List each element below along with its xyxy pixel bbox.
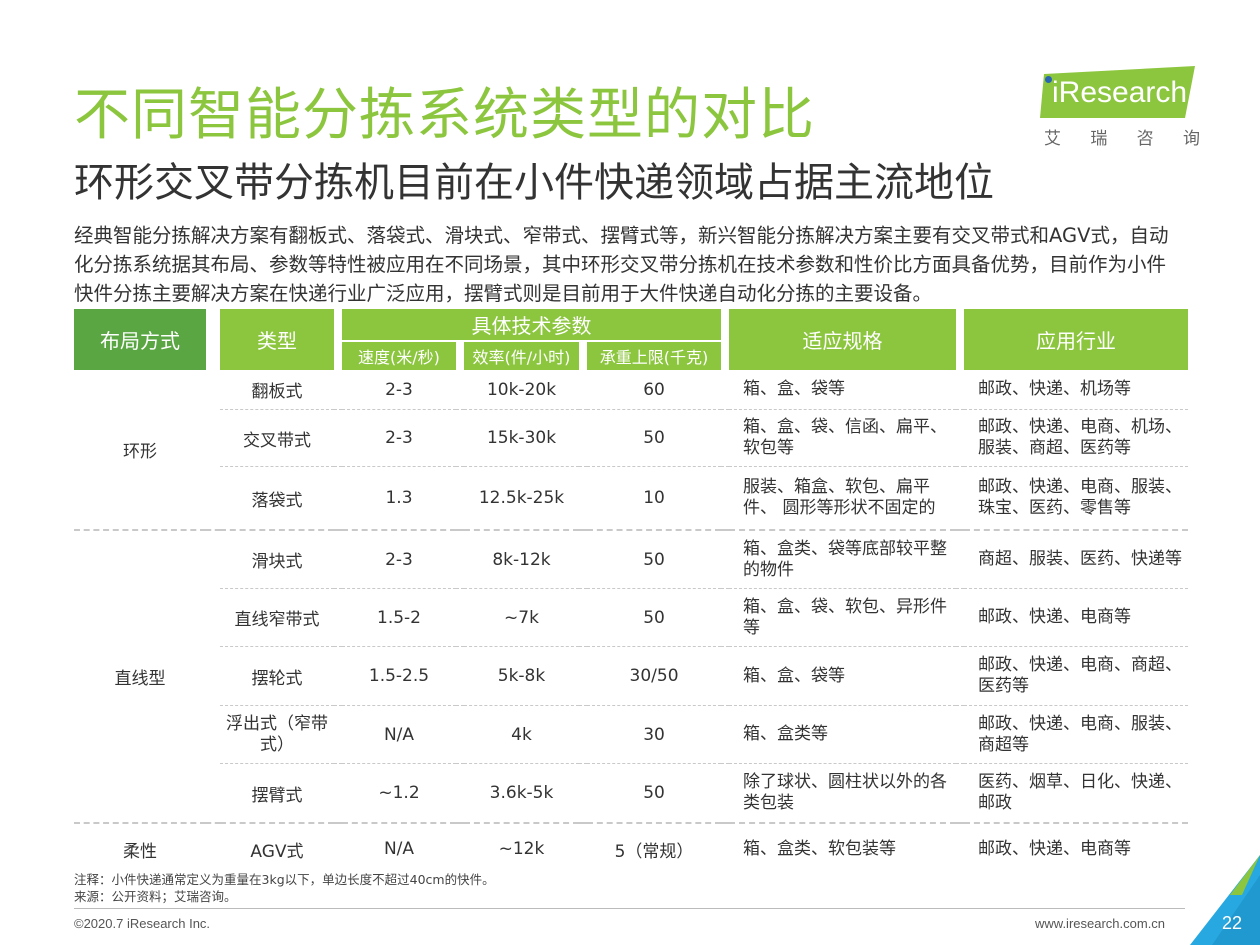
table-row: 交叉带式 2-3 15k-30k 50 箱、盒、袋、信函、扁平、软包等 邮政、快…	[74, 410, 1189, 467]
cell-load: 30/50	[587, 647, 722, 706]
cell-efficiency: 3.6k-5k	[464, 764, 579, 824]
cell-industry: 商超、服装、医药、快递等	[964, 531, 1189, 589]
cell-type: 落袋式	[220, 467, 334, 531]
cell-industry: 医药、烟草、日化、快递、邮政	[964, 764, 1189, 824]
cell-type: 浮出式（窄带式）	[220, 706, 334, 764]
table-row: 环形 翻板式 2-3 10k-20k 60 箱、盒、袋等 邮政、快递、机场等	[74, 370, 1189, 531]
cell-type: 交叉带式	[220, 410, 334, 467]
logo-cn-name: 艾 瑞 咨 询	[1044, 124, 1200, 149]
cell-industry: 邮政、快递、电商等	[964, 589, 1189, 647]
cell-type: 摆轮式	[220, 647, 334, 706]
cell-load: 10	[587, 467, 722, 531]
table-row: 直线型 滑块式 2-3 8k-12k 50 箱、盒类、袋等底部较平整的物件 商超…	[74, 531, 1189, 824]
cell-type: 翻板式	[220, 370, 334, 410]
cell-type: AGV式	[250, 841, 304, 862]
logo-dot-icon	[1045, 76, 1052, 83]
header-tech-params: 具体技术参数	[342, 309, 722, 342]
cell-speed: 1.3	[342, 467, 456, 531]
cell-speed: 2-3	[342, 370, 456, 410]
page-subtitle: 环形交叉带分拣机目前在小件快递领域占据主流地位	[74, 160, 994, 206]
table-row: 落袋式 1.3 12.5k-25k 10 服装、箱盒、软包、扁平件、 圆形等形状…	[74, 467, 1189, 531]
cell-efficiency: 15k-30k	[464, 410, 579, 467]
group-flexible: 柔性	[123, 841, 157, 862]
logo-cn-char: 艾	[1044, 129, 1061, 149]
cell-type: 直线窄带式	[220, 589, 334, 647]
website-link[interactable]: www.iresearch.com.cn	[1035, 916, 1166, 931]
footer-divider	[74, 908, 1185, 909]
cell-industry: 邮政、快递、电商等	[978, 838, 1132, 859]
logo-cn-char: 询	[1182, 129, 1200, 149]
table-row: 摆轮式 1.5-2.5 5k-8k 30/50 箱、盒、袋等 邮政、快递、电商、…	[74, 647, 1189, 706]
header-efficiency: 效率(件/小时)	[464, 342, 579, 370]
cell-load: 60	[587, 370, 722, 410]
header-speed: 速度(米/秒)	[342, 342, 456, 370]
cell-efficiency: 12.5k-25k	[464, 467, 579, 531]
logo-brand: iResearch	[1052, 76, 1188, 109]
cell-speed: ~1.2	[342, 764, 456, 824]
cell-type: 滑块式	[220, 531, 334, 589]
cell-efficiency: 8k-12k	[464, 531, 579, 589]
cell-spec: 服装、箱盒、软包、扁平件、 圆形等形状不固定的	[729, 467, 957, 531]
copyright: ©2020.7 iResearch Inc.	[74, 916, 211, 931]
comparison-table: 布局方式 类型 具体技术参数 适应规格 应用行业 速度(米/秒) 效率(件/小时…	[74, 309, 1189, 874]
table-row: 柔性 AGV式 N/A ~12k 5（常规） 箱、盒类、软包装等 邮政、快递、电…	[74, 824, 1188, 874]
cell-type: 摆臂式	[220, 764, 334, 824]
corner-decoration-shape	[1190, 855, 1260, 945]
group-ring: 环形	[74, 370, 206, 531]
cell-efficiency: 5k-8k	[464, 647, 579, 706]
cell-speed: N/A	[383, 839, 415, 859]
cell-speed: 2-3	[342, 410, 456, 467]
cell-load: 30	[587, 706, 722, 764]
table-row: 摆臂式 ~1.2 3.6k-5k 50 除了球状、圆柱状以外的各类包装 医药、烟…	[74, 764, 1189, 824]
cell-spec: 箱、盒类、袋等底部较平整的物件	[729, 531, 957, 589]
footnote-note: 注释：小件快递通常定义为重量在3kg以下，单边长度不超过40cm的快件。	[74, 872, 495, 887]
cell-speed: N/A	[342, 706, 456, 764]
cell-spec: 除了球状、圆柱状以外的各类包装	[729, 764, 957, 824]
header-type: 类型	[220, 309, 334, 370]
cell-industry: 邮政、快递、电商、服装、商超等	[964, 706, 1189, 764]
intro-paragraph: 经典智能分拣解决方案有翻板式、落袋式、滑块式、窄带式、摆臂式等，新兴智能分拣解决…	[74, 224, 1169, 305]
cell-industry: 邮政、快递、电商、服装、 珠宝、医药、零售等	[964, 467, 1189, 531]
cell-load: 50	[587, 764, 722, 824]
cell-load: 50	[587, 531, 722, 589]
cell-industry: 邮政、快递、机场等	[964, 370, 1189, 410]
header-load: 承重上限(千克)	[587, 342, 722, 370]
cell-efficiency: ~12k	[498, 839, 545, 859]
cell-spec: 箱、盒类等	[729, 706, 957, 764]
iresearch-logo: iResearch 艾 瑞 咨 询	[1040, 66, 1200, 149]
page-number: 22	[1222, 913, 1243, 933]
cell-speed: 1.5-2	[342, 589, 456, 647]
cell-load: 5（常规）	[614, 841, 694, 862]
cell-load: 50	[587, 589, 722, 647]
logo-banner-shape	[1040, 66, 1195, 118]
header-spec: 适应规格	[729, 309, 957, 370]
cell-speed: 2-3	[342, 531, 456, 589]
cell-efficiency: 10k-20k	[464, 370, 579, 410]
cell-spec: 箱、盒、袋、软包、异形件等	[729, 589, 957, 647]
table-row: 直线窄带式 1.5-2 ~7k 50 箱、盒、袋、软包、异形件等 邮政、快递、电…	[74, 589, 1189, 647]
cell-load: 50	[587, 410, 722, 467]
header-industry: 应用行业	[964, 309, 1189, 370]
logo-cn-char: 瑞	[1090, 129, 1108, 149]
cell-spec: 箱、盒、袋等	[729, 647, 957, 706]
footnote-source: 来源：公开资料；艾瑞咨询。	[74, 889, 237, 904]
cell-spec: 箱、盒、袋、信函、扁平、软包等	[729, 410, 957, 467]
cell-efficiency: ~7k	[464, 589, 579, 647]
cell-spec: 箱、盒类、软包装等	[743, 838, 897, 859]
cell-industry: 邮政、快递、电商、机场、 服装、商超、医药等	[964, 410, 1189, 467]
cell-efficiency: 4k	[464, 706, 579, 764]
cell-spec: 箱、盒、袋等	[729, 370, 957, 410]
header-layout: 布局方式	[74, 309, 206, 370]
footnote: 注释：小件快递通常定义为重量在3kg以下，单边长度不超过40cm的快件。 来源：…	[74, 871, 495, 905]
cell-industry: 邮政、快递、电商、商超、医药等	[964, 647, 1189, 706]
page-title: 不同智能分拣系统类型的对比	[74, 83, 815, 148]
group-linear: 直线型	[74, 531, 206, 824]
cell-speed: 1.5-2.5	[342, 647, 456, 706]
table-row: 浮出式（窄带式） N/A 4k 30 箱、盒类等 邮政、快递、电商、服装、商超等	[74, 706, 1189, 764]
logo-cn-char: 咨	[1136, 129, 1154, 149]
